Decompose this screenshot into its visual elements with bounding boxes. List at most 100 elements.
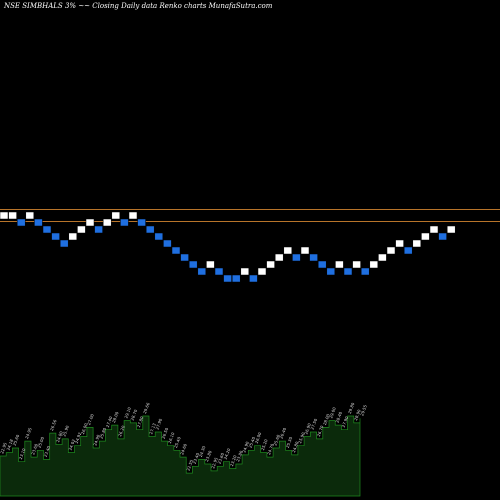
volume-label: 24.60 [179, 443, 188, 456]
renko-brick-up [335, 260, 344, 269]
volume-label: 25.60 [272, 433, 281, 446]
renko-brick-up [274, 253, 284, 262]
renko-brick-down [120, 218, 129, 227]
chart-header: NSE SIMBHALS 3% ~~ Closing Daily data Re… [4, 2, 272, 10]
renko-bricks [0, 211, 456, 283]
volume-label: 22.95 [0, 441, 8, 454]
volume-label: 26.90 [303, 422, 312, 435]
volume-label: 26.40 [279, 427, 288, 440]
renko-brick-up [8, 211, 17, 220]
renko-brick-up [25, 211, 35, 220]
volume-panel: 22.9524.1825.6023.1024.9523.6025.0023.40… [0, 401, 368, 497]
renko-brick-down [214, 267, 224, 276]
volume-label: 27.90 [154, 417, 163, 430]
volume-label: 26.70 [316, 424, 325, 437]
renko-brick-down [171, 246, 181, 255]
renko-brick-down [154, 232, 164, 241]
renko-brick-up [0, 211, 9, 220]
volume-label: 23.60 [30, 443, 39, 456]
renko-brick-down [51, 232, 60, 241]
renko-brick-down [343, 267, 353, 276]
volume-label: 28.00 [111, 411, 120, 424]
volume-label: 23.80 [235, 449, 244, 462]
renko-brick-up [369, 260, 379, 269]
volume-label: 27.50 [310, 417, 319, 430]
reference-lines [0, 209, 500, 222]
renko-brick-down [317, 260, 327, 269]
renko-brick-down [42, 225, 52, 234]
volume-area [0, 415, 361, 497]
volume-label: 24.30 [198, 445, 207, 458]
renko-brick-up [266, 260, 275, 269]
volume-label: 25.40 [248, 436, 257, 449]
volume-label: 23.20 [229, 454, 238, 467]
volume-label: 27.90 [341, 415, 350, 428]
volume-label: 26.00 [254, 431, 263, 444]
box-size-label: 3% [64, 2, 77, 10]
renko-brick-up [77, 225, 86, 234]
renko-brick-up [412, 239, 422, 248]
renko-brick-up [206, 260, 215, 269]
symbol-label: NSE SIMBHALS [4, 2, 63, 10]
volume-label: 25.30 [285, 436, 294, 449]
renko-brick-down [249, 274, 258, 283]
volume-label: 28.70 [130, 408, 139, 421]
volume-label: 28.40 [334, 411, 343, 424]
renko-brick-up [283, 246, 293, 255]
renko-brick-down [231, 274, 241, 283]
renko-brick-down [59, 239, 69, 248]
description-label: Closing Daily data Renko charts [92, 2, 207, 10]
volume-label: 25.00 [36, 436, 45, 449]
renko-brick-up [446, 225, 456, 234]
volume-label: 25.80 [99, 427, 108, 440]
renko-brick-down [292, 253, 301, 262]
renko-brick-up [300, 246, 310, 255]
source-label: MunafaSutra.com [208, 2, 273, 10]
volume-label: 26.10 [167, 431, 176, 444]
box-size-suffix: ~~ [78, 2, 91, 10]
renko-brick-up [257, 267, 267, 276]
volume-label: 23.80 [204, 449, 213, 462]
volume-label: 24.20 [223, 447, 232, 460]
renko-brick-down [137, 218, 146, 227]
volume-label: 25.40 [173, 436, 182, 449]
volume-label: 29.00 [328, 406, 337, 419]
renko-brick-down [163, 239, 172, 248]
volume-label: 26.56 [49, 419, 58, 432]
renko-brick-up [85, 218, 95, 227]
renko-brick-down [180, 253, 189, 262]
volume-label: 24.90 [241, 440, 250, 453]
volume-label: 24.95 [24, 427, 33, 440]
volume-label: 23.40 [43, 445, 52, 458]
volume-label: 23.60 [216, 452, 225, 465]
volume-label: 24.70 [266, 443, 275, 456]
volume-label: 27.13 [148, 422, 157, 435]
volume-label: 25.90 [61, 424, 70, 437]
volume-label: 24.90 [92, 433, 101, 446]
renko-brick-down [16, 218, 26, 227]
renko-brick-down [438, 232, 447, 241]
volume-label: 22.95 [210, 456, 219, 469]
volume-label: 25.60 [12, 433, 21, 446]
volume-label: 29.80 [347, 401, 356, 414]
renko-brick-up [421, 232, 430, 241]
volume-label: 24.18 [5, 438, 14, 451]
renko-brick-up [429, 225, 439, 234]
renko-brick-down [326, 267, 336, 276]
volume-label: 23.40 [192, 452, 201, 465]
volume-label: 27.00 [86, 413, 95, 426]
volume-label: 26.50 [161, 427, 170, 440]
volume-label: 25.90 [297, 431, 306, 444]
volume-label: 23.10 [18, 447, 27, 460]
renko-brick-up [111, 211, 121, 220]
volume-label: 24.02 [68, 438, 77, 451]
renko-brick-down [34, 218, 43, 227]
renko-brick-up [240, 267, 250, 276]
volume-label: 29.55 [359, 404, 368, 417]
renko-brick-up [395, 239, 404, 248]
renko-brick-up [352, 260, 361, 269]
volume-label: 29.66 [142, 401, 151, 414]
renko-brick-down [360, 267, 370, 276]
